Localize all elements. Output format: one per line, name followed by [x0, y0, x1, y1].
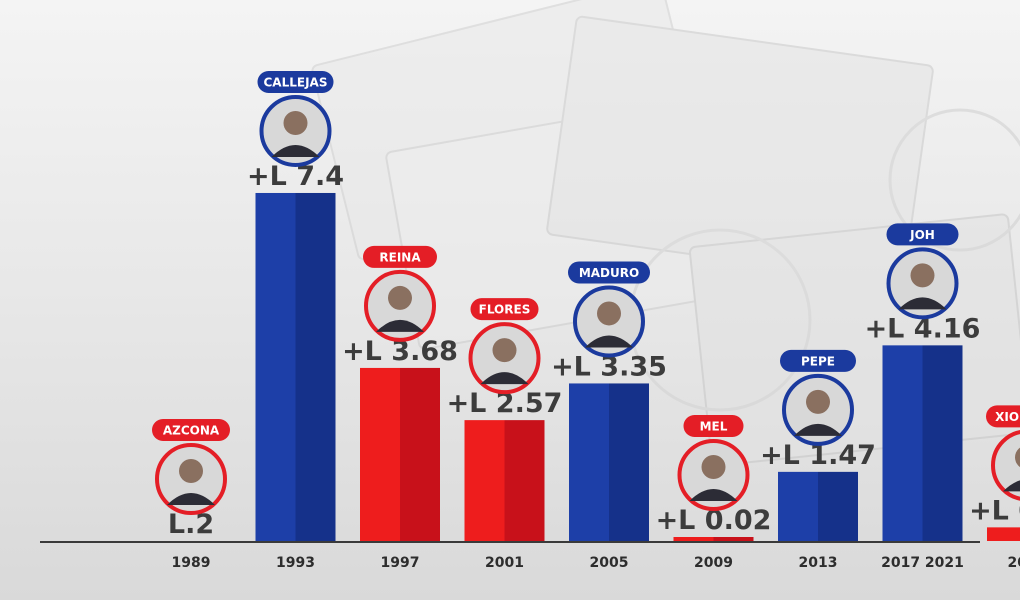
portrait-body: [376, 319, 424, 332]
x-tick-label: 1997: [381, 555, 420, 571]
bar: [255, 192, 296, 541]
bar-shade: [922, 345, 963, 541]
president-pill: [886, 223, 959, 246]
bar-shade: [713, 537, 754, 541]
president-pill: [780, 349, 856, 372]
x-tick-label: 2013: [799, 555, 838, 571]
portrait-head: [492, 338, 517, 363]
x-tick-label: 2009: [694, 555, 733, 571]
portrait-body: [689, 489, 738, 501]
president-pill: [986, 405, 1020, 428]
president-pill: [363, 245, 437, 268]
portrait-head: [597, 301, 621, 326]
president-name: PEPE: [801, 354, 835, 368]
president-name: MADURO: [579, 266, 639, 280]
portrait-head: [388, 285, 412, 310]
bar: [987, 527, 1020, 541]
president-name: MEL: [700, 420, 728, 434]
portrait-body: [271, 144, 320, 157]
president-pill: [470, 298, 539, 321]
portrait-head: [701, 455, 726, 479]
president-pill: [257, 70, 334, 93]
bar-shade: [609, 383, 649, 541]
president-name: CALLEJAS: [264, 75, 328, 89]
portrait-head: [806, 389, 830, 414]
x-tick-label: 1993: [276, 555, 315, 571]
president-name: REINA: [379, 250, 421, 264]
president-name: FLORES: [479, 303, 531, 317]
bar: [778, 471, 818, 541]
bar: [360, 367, 400, 541]
bar: [464, 420, 505, 541]
president-pill: [683, 415, 744, 437]
portrait-body: [794, 423, 842, 436]
president-name: AZCONA: [163, 424, 220, 438]
president-name: JOH: [909, 228, 935, 242]
x-tick-label: 1989: [172, 555, 211, 571]
portrait-avatar: [991, 430, 1020, 501]
value-label: +L 0.29: [969, 495, 1020, 526]
portrait-head: [283, 110, 308, 135]
president-pill: [568, 261, 650, 284]
bar-shade: [400, 367, 440, 541]
bar-shade: [818, 471, 858, 541]
portrait-body: [1003, 480, 1020, 492]
president-pill: [152, 419, 230, 441]
x-tick-label: 2005: [590, 555, 629, 571]
portrait-body: [480, 372, 529, 385]
bar-shade: [504, 420, 545, 541]
bar: [882, 345, 923, 541]
bar: [569, 383, 609, 541]
portrait-body: [585, 335, 633, 348]
portrait-head: [910, 263, 935, 288]
x-tick-label: 2017 2021: [881, 555, 964, 571]
portrait-head: [179, 459, 203, 483]
x-tick-label: 2001: [485, 555, 524, 571]
bar-shade: [295, 192, 336, 541]
president-name: XIOMARA: [995, 410, 1020, 424]
portrait-body: [898, 297, 947, 310]
x-tick-label: 2024: [1008, 555, 1020, 571]
portrait-head: [1015, 447, 1020, 468]
bar: [673, 537, 714, 541]
bar-group-2024: +L 0.29 XIOMARA 2024: [969, 405, 1020, 571]
portrait-body: [167, 493, 215, 505]
